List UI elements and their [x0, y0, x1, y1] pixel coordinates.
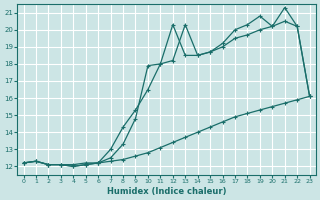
X-axis label: Humidex (Indice chaleur): Humidex (Indice chaleur)	[107, 187, 226, 196]
